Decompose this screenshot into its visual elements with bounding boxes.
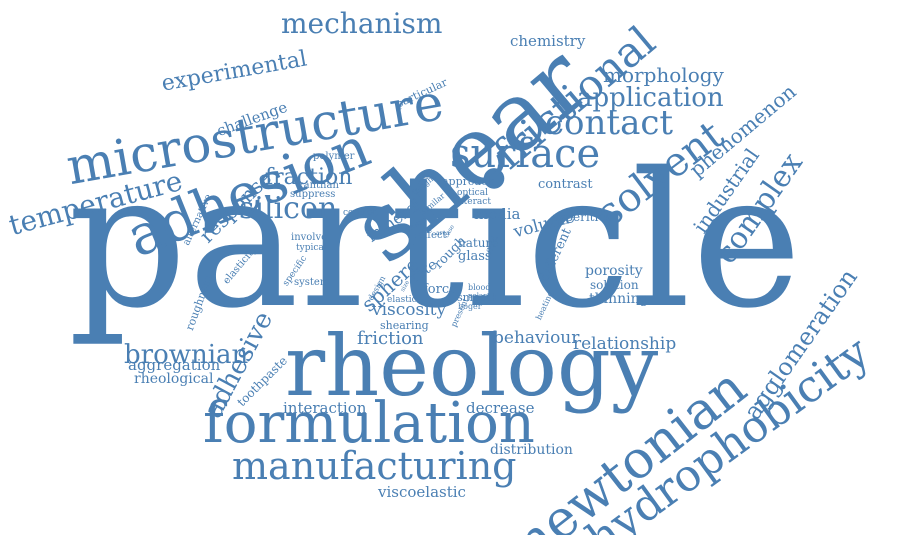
word-media: media (474, 205, 521, 223)
word-asperities: asperities (552, 210, 612, 224)
word-particle: particle (68, 132, 803, 349)
word-blood: blood (468, 283, 491, 292)
word-suppress: suppress (290, 189, 336, 200)
word-thinning: thinning (589, 291, 649, 307)
word-relationship: relationship (573, 334, 677, 354)
word-approach: approach (442, 175, 495, 188)
word-xanthan: xanthan (298, 180, 339, 191)
word-typical: typical (296, 243, 327, 253)
word-nature: nature (458, 236, 499, 250)
word-solution: solution (590, 278, 639, 292)
word-brownian: brownian (124, 340, 249, 370)
word-application: application (577, 83, 724, 113)
word-interact: interact (455, 197, 491, 207)
word-chemistry: chemistry (510, 32, 586, 50)
word-formulation: formulation (203, 391, 535, 456)
word-contact: contact (545, 103, 674, 143)
word-shearing: shearing (380, 319, 429, 332)
word-boger: boger (458, 302, 482, 311)
word-behaviour: behaviour (493, 328, 580, 348)
word-surface: surface (450, 131, 601, 177)
word-system: system (294, 277, 330, 288)
word-aggregation: aggregation (128, 356, 221, 374)
word-control: control (343, 208, 376, 218)
word-mechanism: mechanism (281, 7, 443, 40)
word-polymer: polymer (313, 151, 355, 162)
word-rheology: rheology (285, 317, 659, 415)
word-optical: optical (457, 188, 488, 198)
word-force: force (423, 282, 457, 297)
word-elastic: elastic (387, 295, 417, 305)
word-viscosity: viscosity (372, 300, 447, 320)
word-decrease: decrease (466, 399, 535, 417)
word-glass: glass (458, 249, 492, 264)
word-effect: effect (418, 230, 447, 241)
word-porosity: porosity (585, 263, 643, 279)
word-fraction: fraction (265, 165, 353, 190)
word-area: area (436, 230, 450, 237)
word-manufacturing: manufacturing (232, 444, 517, 488)
word-silicon: silicon (239, 191, 338, 226)
word-friction: friction (357, 328, 424, 349)
word-experimental: experimental (159, 46, 309, 97)
word-distribution: distribution (490, 442, 573, 458)
word-polar: polar (468, 292, 487, 300)
word-interaction: interaction (283, 399, 367, 417)
word-contrast: contrast (538, 177, 593, 192)
word-involve: involve (291, 232, 328, 243)
word-smooth: smooth (457, 291, 498, 304)
word-rheological: rheological (134, 371, 214, 387)
word-morphology: morphology (603, 63, 724, 87)
word-viscoelastic: viscoelastic (378, 483, 466, 501)
